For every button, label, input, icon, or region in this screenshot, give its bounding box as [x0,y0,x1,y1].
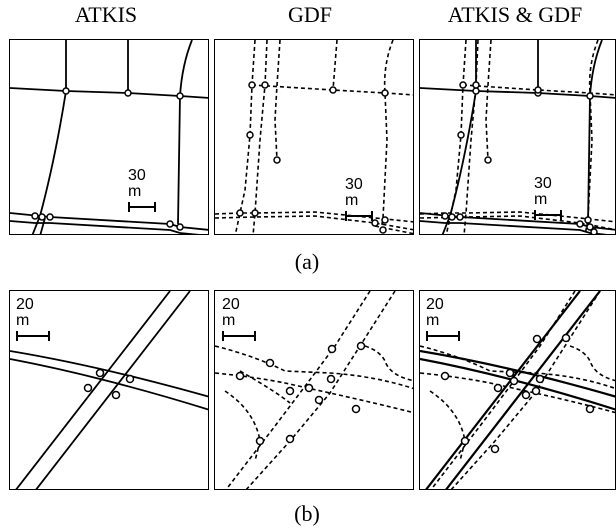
scale-label: 20 m [222,296,240,329]
column-title-atkis-gdf: ATKIS & GDF [447,2,583,27]
caption-b: (b) [294,501,320,526]
panel-b-atkis-gdf: 20 m [419,290,616,490]
scale-bar-a-gdf: 30 m [345,177,373,221]
scale-label: 20 m [16,296,34,329]
scale-bar-line [426,331,460,341]
scale-bar-a-atkis: 30 m [128,168,156,212]
scale-bar-line [16,331,50,341]
scale-label: 30 m [128,167,146,200]
overlay-road-network-b [420,291,615,489]
gdf-road-network-b [215,291,413,489]
scale-bar-b-atkis: 20 m [16,297,50,341]
overlay-road-network-a [420,40,615,234]
atkis-road-network-b [10,291,208,489]
panel-a-gdf: 30 m [214,39,414,235]
scale-label: 20 m [426,296,444,329]
scale-bar-line [128,202,156,212]
panel-a-atkis: 30 m [9,39,209,235]
panel-b-atkis: 20 m [9,290,209,490]
scale-bar-b-overlay: 20 m [426,297,460,341]
scale-bar-line [534,210,562,220]
column-title-atkis: ATKIS [74,2,138,27]
panel-a-atkis-gdf: 30 m [419,39,616,235]
gdf-road-network-a [215,40,413,234]
scale-label: 30 m [534,175,552,208]
atkis-road-network-a [10,40,208,234]
panel-b-gdf: 20 m [214,290,414,490]
scale-bar-b-gdf: 20 m [222,297,256,341]
scale-label: 30 m [345,176,363,209]
scale-bar-line [222,331,256,341]
scale-bar-a-overlay: 30 m [534,176,562,220]
column-title-gdf: GDF [287,2,332,27]
caption-a: (a) [294,249,320,274]
scale-bar-line [345,211,373,221]
